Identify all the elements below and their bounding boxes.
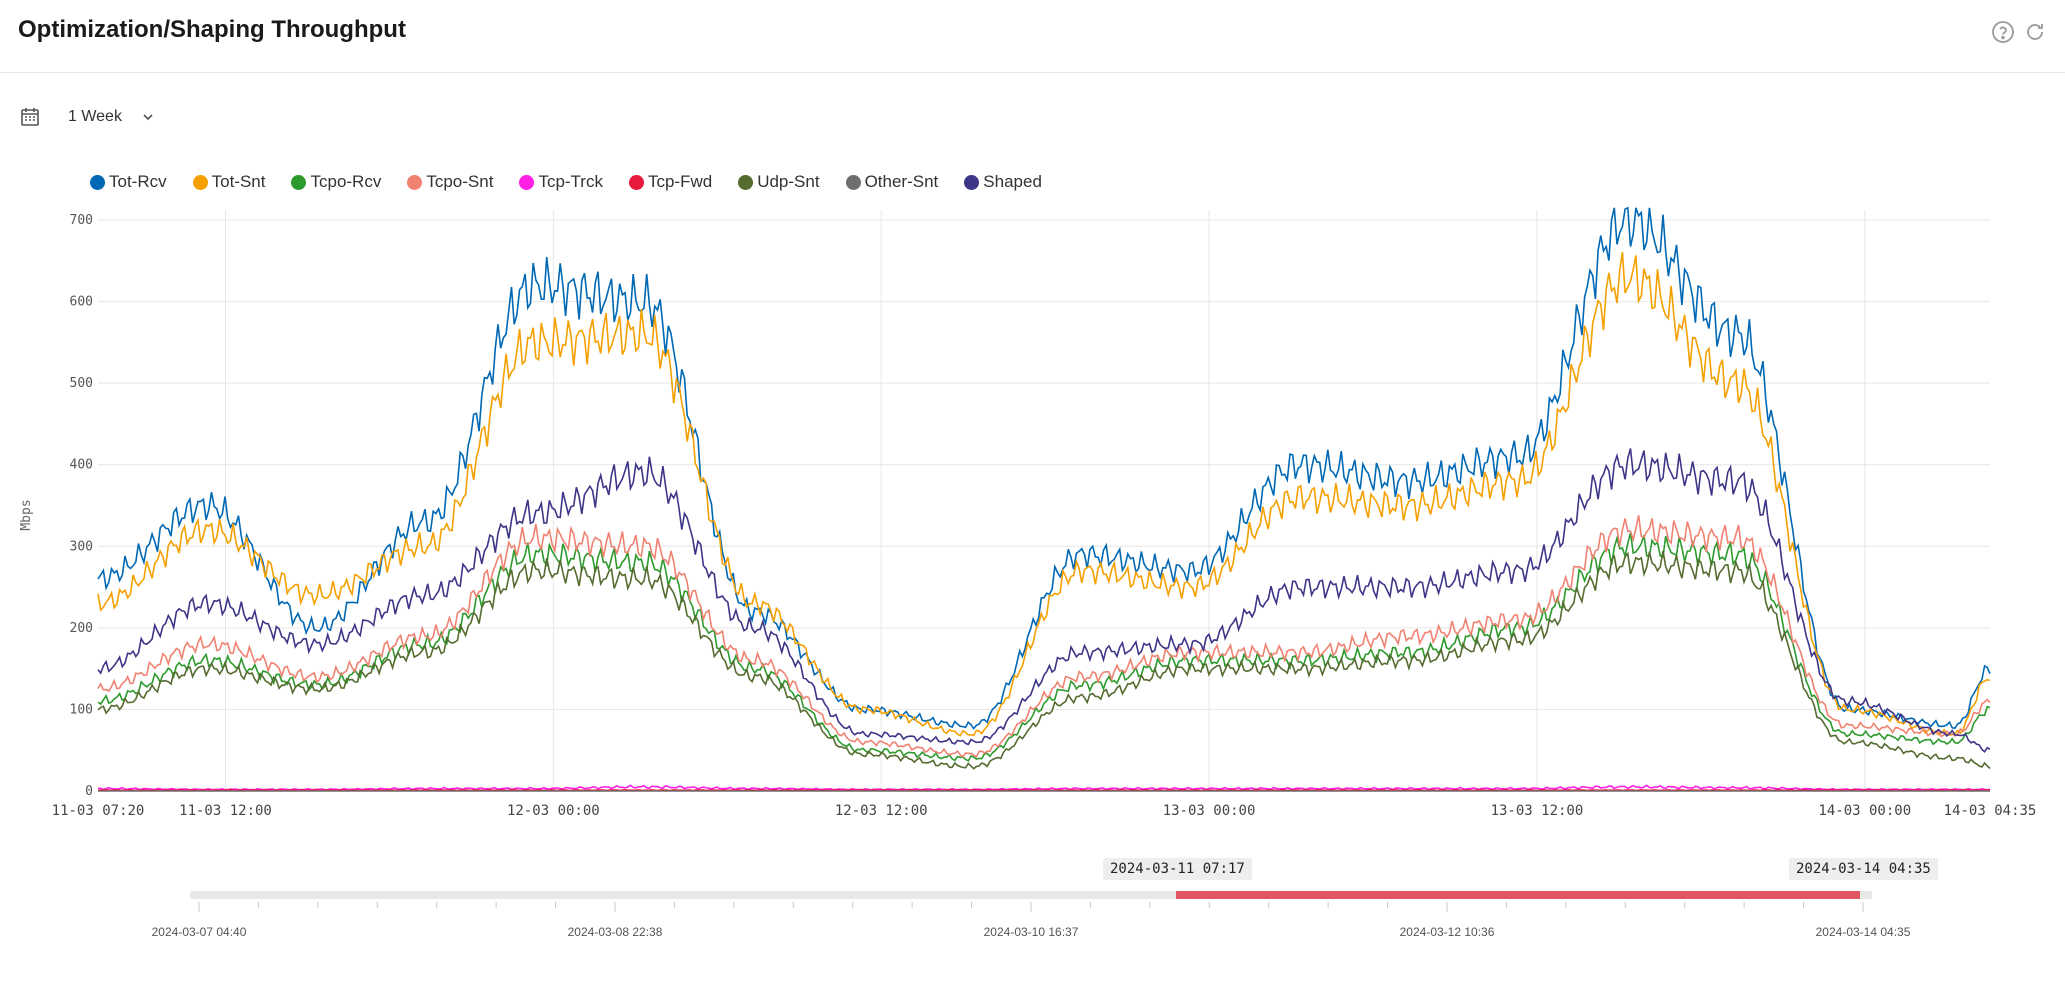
- y-tick-label: 300: [70, 539, 93, 554]
- legend-item-tot-rcv[interactable]: Tot-Rcv: [90, 172, 167, 192]
- time-range-value: 1 Week: [68, 108, 122, 125]
- slider-start-tooltip: 2024-03-11 07:17: [1103, 858, 1252, 880]
- y-tick-label: 0: [85, 784, 93, 799]
- legend-label: Tcp-Fwd: [647, 172, 713, 191]
- series-line-udp-snt[interactable]: [97, 550, 1991, 770]
- y-tick-label: 700: [70, 213, 93, 228]
- series-line-tot-rcv[interactable]: [97, 206, 1991, 730]
- x-tick-label: 14-03 00:00: [1818, 803, 1911, 815]
- x-tick-label: 12-03 00:00: [507, 803, 600, 815]
- header: Optimization/Shaping Throughput: [0, 0, 2065, 73]
- legend-item-other-snt[interactable]: Other-Snt: [845, 172, 939, 192]
- x-tick-label: 11-03 07:20: [52, 803, 145, 815]
- series-line-tcp-trck[interactable]: [97, 784, 1991, 791]
- series-line-shaped[interactable]: [97, 448, 1991, 753]
- legend-dot: [845, 174, 861, 190]
- chevron-down-icon: [143, 114, 153, 121]
- refresh-icon[interactable]: [2023, 20, 2047, 44]
- slider-track[interactable]: [190, 891, 1872, 899]
- chart-legend: Tot-Rcv Tot-Snt Tcpo-Rcv Tcpo-Snt Tcp-Tr…: [90, 172, 1042, 192]
- y-tick-label: 600: [70, 295, 93, 310]
- y-tick-label: 100: [70, 702, 93, 717]
- x-tick-label: 13-03 12:00: [1491, 803, 1584, 815]
- legend-label: Other-Snt: [864, 172, 939, 191]
- help-circle-icon[interactable]: [1991, 20, 2015, 44]
- legend-item-tcp-fwd[interactable]: Tcp-Fwd: [628, 172, 713, 192]
- legend-item-tot-snt[interactable]: Tot-Snt: [192, 172, 266, 192]
- y-axis: 0 100 200 300 400 500 600 700: [70, 213, 93, 799]
- legend-label: Tot-Snt: [211, 172, 266, 191]
- slider-date-label: 2024-03-12 10:36: [1399, 925, 1495, 939]
- slider-ticks: [198, 902, 1864, 912]
- legend-dot: [192, 174, 208, 190]
- y-tick-label: 200: [70, 621, 93, 636]
- legend-label: Udp-Snt: [757, 172, 820, 191]
- slider-date-label: 2024-03-10 16:37: [983, 925, 1079, 939]
- legend-item-shaped[interactable]: Shaped: [964, 172, 1042, 192]
- header-actions: [1991, 20, 2047, 44]
- legend-label: Tot-Rcv: [109, 172, 167, 191]
- legend-label: Shaped: [983, 172, 1042, 191]
- legend-dot: [90, 174, 105, 190]
- legend-dot: [519, 174, 535, 190]
- series-line-tcpo-rcv[interactable]: [97, 532, 1991, 762]
- series-line-tcpo-snt[interactable]: [97, 515, 1991, 758]
- legend-dot: [628, 174, 644, 190]
- legend-dot: [964, 174, 980, 190]
- x-tick-label: 13-03 00:00: [1163, 803, 1256, 815]
- legend-dot: [738, 174, 754, 190]
- legend-item-tcpo-rcv[interactable]: Tcpo-Rcv: [291, 172, 381, 192]
- slider-date-label: 2024-03-14 04:35: [1815, 925, 1911, 939]
- x-tick-label: 14-03 04:35: [1944, 803, 2037, 815]
- slider-selection[interactable]: [1176, 891, 1860, 899]
- legend-dot: [407, 174, 423, 190]
- page-title: Optimization/Shaping Throughput: [18, 16, 406, 43]
- y-axis-title: Mbps: [19, 499, 34, 530]
- time-range-control: 1 Week: [18, 104, 168, 130]
- legend-item-tcp-trck[interactable]: Tcp-Trck: [519, 172, 603, 192]
- time-range-dropdown[interactable]: 1 Week: [56, 104, 168, 130]
- legend-item-tcpo-snt[interactable]: Tcpo-Snt: [407, 172, 493, 192]
- y-tick-label: 500: [70, 376, 93, 391]
- legend-label: Tcpo-Snt: [426, 172, 494, 191]
- x-axis: 11-03 07:20 11-03 12:00 12-03 00:00 12-03 1…: [52, 790, 2037, 815]
- x-tick-label: 11-03 12:00: [179, 803, 272, 815]
- legend-label: Tcpo-Rcv: [310, 172, 382, 191]
- slider-date-label: 2024-03-07 04:40: [151, 925, 247, 939]
- series-line-tot-snt[interactable]: [97, 251, 1991, 737]
- slider-end-tooltip: 2024-03-14 04:35: [1789, 858, 1938, 880]
- legend-label: Tcp-Trck: [538, 172, 603, 191]
- slider-date-label: 2024-03-08 22:38: [567, 925, 663, 939]
- legend-item-udp-snt[interactable]: Udp-Snt: [738, 172, 820, 192]
- chart-series: [97, 206, 1991, 792]
- legend-dot: [291, 174, 307, 190]
- y-tick-label: 400: [70, 458, 93, 473]
- x-tick-label: 12-03 12:00: [835, 803, 928, 815]
- calendar-icon[interactable]: [18, 105, 42, 129]
